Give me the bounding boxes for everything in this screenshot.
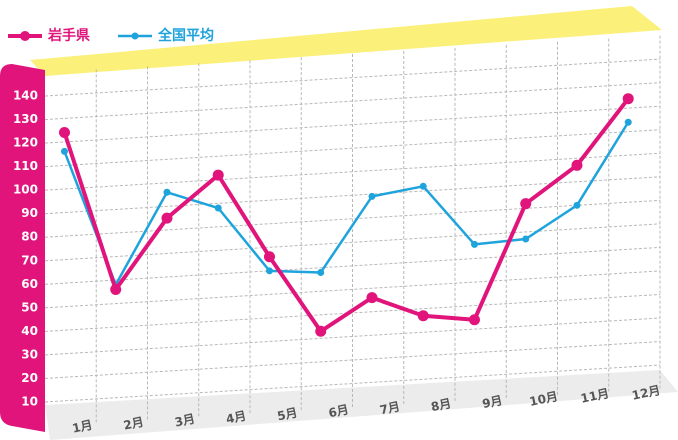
series-line [63, 121, 630, 287]
y-tick-label: 120 [13, 136, 38, 150]
plot [58, 93, 634, 337]
top-band [30, 6, 662, 76]
legend: 岩手県 全国平均 [8, 27, 214, 44]
grid-line [44, 223, 661, 262]
point [110, 283, 122, 295]
x-tick-label: 1月 [71, 418, 94, 436]
legend-label: 岩手県 [47, 27, 90, 44]
x-tick-label: 6月 [327, 402, 350, 420]
y-tick-label: 140 [13, 89, 38, 103]
point [317, 268, 325, 276]
y-tick-label: 80 [21, 230, 38, 244]
point [417, 310, 429, 322]
point [468, 314, 480, 326]
point [624, 118, 632, 126]
legend-label: 全国平均 [157, 27, 214, 44]
y-tick-label: 20 [21, 371, 38, 385]
point [470, 240, 478, 248]
point [263, 251, 275, 263]
y-tick-label: 50 [21, 300, 38, 314]
point [214, 204, 222, 212]
series-line [62, 97, 630, 334]
x-tick-label: 8月 [430, 396, 453, 414]
point [315, 325, 327, 337]
grid-line [44, 199, 661, 238]
point [60, 147, 68, 155]
grid-line [44, 364, 661, 403]
grid-line [44, 293, 661, 332]
point [571, 159, 583, 171]
y-axis-band [0, 64, 45, 432]
bottom-band [45, 370, 678, 440]
point [161, 212, 173, 224]
point [520, 198, 532, 210]
y-tick-label: 130 [13, 112, 38, 126]
x-tick-label: 9月 [481, 393, 504, 411]
x-tick-label: 11月 [579, 386, 610, 406]
y-tick-label: 100 [13, 183, 38, 197]
y-tick-label: 110 [13, 159, 38, 173]
point [573, 201, 581, 209]
legend-item: 岩手県 [8, 27, 90, 44]
x-tick-label: 5月 [276, 405, 299, 423]
legend-marker [20, 31, 30, 41]
grid-line [44, 58, 661, 97]
y-tick-label: 60 [21, 277, 38, 291]
point [265, 267, 273, 275]
x-tick-label: 2月 [122, 415, 145, 433]
legend-item: 全国平均 [118, 27, 214, 44]
y-tick-label: 10 [21, 394, 38, 408]
y-tick-label: 90 [21, 206, 38, 220]
y-tick-label: 30 [21, 347, 38, 361]
y-tick-label: 70 [21, 253, 38, 267]
grid-line [44, 129, 661, 168]
point [522, 235, 530, 243]
x-tick-label: 10月 [528, 389, 559, 409]
point [622, 93, 634, 105]
point [212, 169, 224, 181]
x-tick-label: 12月 [631, 383, 662, 403]
x-tick-label: 3月 [173, 412, 196, 430]
x-tick-label: 7月 [378, 399, 401, 417]
point [368, 192, 376, 200]
point [163, 188, 171, 196]
x-tick-label: 4月 [225, 409, 248, 427]
point [58, 127, 70, 139]
grid: 10 20 30 40 50 60 70 80 90 100 110 120 130 140 1月 2月 3月 4… [13, 35, 662, 436]
legend-marker [131, 32, 139, 40]
point [366, 292, 378, 304]
y-tick-label: 40 [21, 324, 38, 338]
point [419, 182, 427, 190]
